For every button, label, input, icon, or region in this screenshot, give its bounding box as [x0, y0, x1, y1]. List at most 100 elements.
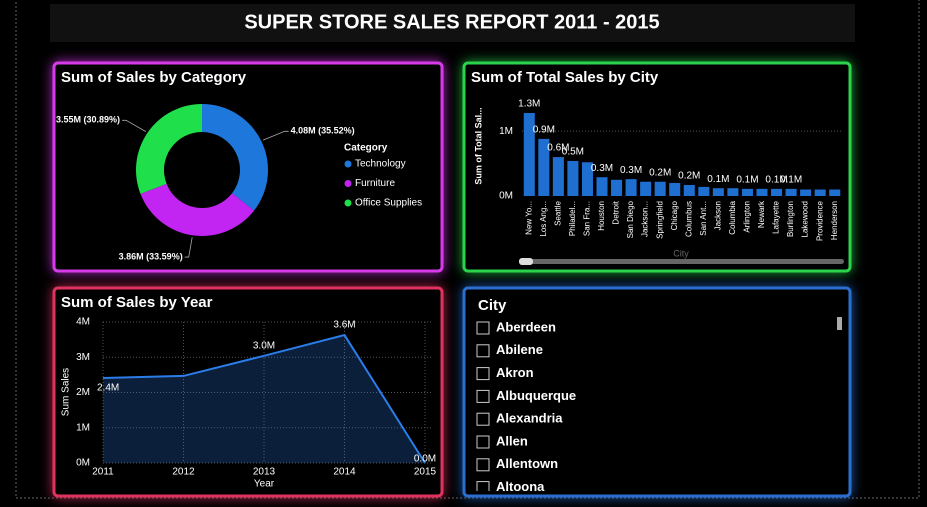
- bar: [552, 157, 564, 196]
- legend-label: Technology: [355, 159, 406, 170]
- x-tick-label: New Yo...: [524, 201, 533, 235]
- x-tick-label: Lakewood: [801, 201, 810, 237]
- bar: [814, 189, 826, 196]
- header-bg: [50, 4, 855, 42]
- bar: [654, 181, 666, 196]
- x-tick-label: 2013: [253, 467, 276, 478]
- x-tick-label: 2015: [414, 467, 437, 478]
- y-tick-label: 2M: [76, 387, 90, 398]
- x-tick-label: Henderson: [830, 201, 839, 240]
- area-line: [102, 333, 426, 464]
- bar: [567, 160, 579, 196]
- x-tick-label: Lafayette: [772, 200, 781, 233]
- y-tick-label: 3M: [76, 352, 90, 363]
- checkbox[interactable]: [476, 321, 490, 335]
- x-tick-label: 2012: [172, 467, 195, 478]
- x-tick-label: Philadel...: [568, 201, 577, 236]
- chart-title: Sum of Sales by Category: [61, 69, 247, 86]
- slicer-title: City: [478, 297, 507, 314]
- y-tick-label: 4M: [76, 317, 90, 328]
- report-title: SUPER STORE SALES REPORT 2011 - 2015: [244, 11, 659, 33]
- x-tick-label: Chicago: [670, 200, 679, 230]
- bar: [698, 186, 710, 196]
- data-label: 0.1M: [736, 175, 758, 186]
- data-label: 0.3M: [591, 163, 613, 174]
- x-tick-label: Arlington: [743, 201, 752, 233]
- data-label: 0.0M: [414, 454, 436, 465]
- x-tick-label: Houston: [597, 201, 606, 231]
- bar: [640, 181, 652, 196]
- legend-title: Category: [344, 143, 388, 154]
- data-label: 0.2M: [649, 167, 671, 178]
- chart-title: Sum of Total Sales by City: [471, 69, 659, 86]
- bar: [741, 188, 753, 196]
- bar: [800, 189, 812, 196]
- scrollbar-handle[interactable]: [519, 258, 533, 265]
- slicer-item[interactable]: Alexandria: [496, 411, 563, 426]
- bar: [611, 179, 623, 196]
- slicer-item[interactable]: Akron: [496, 365, 534, 380]
- y-tick-label: 1M: [499, 126, 513, 137]
- slicer-item[interactable]: Allen: [496, 433, 528, 448]
- data-label: 4.08M (35.52%): [291, 126, 355, 136]
- bar: [581, 162, 593, 196]
- data-label: 1.3M: [518, 99, 540, 110]
- x-tick-label: Columbia: [728, 200, 737, 234]
- x-tick-label: Springfield: [655, 201, 664, 239]
- leader-line: [184, 237, 193, 258]
- checkbox[interactable]: [476, 481, 490, 494]
- checkbox[interactable]: [476, 458, 490, 472]
- checkbox[interactable]: [476, 344, 490, 358]
- bar: [669, 183, 681, 196]
- x-tick-label: Detroit: [612, 200, 621, 224]
- leader-line: [122, 119, 147, 132]
- donut-slice: [202, 104, 269, 211]
- x-tick-label: Jackson...: [641, 201, 650, 237]
- data-label: 0.3M: [620, 165, 642, 176]
- data-label: 0.5M: [562, 147, 584, 158]
- data-label: 2.4M: [97, 383, 119, 394]
- slicer-item[interactable]: Aberdeen: [496, 319, 556, 334]
- data-label: 0.1M: [780, 175, 802, 186]
- bar: [712, 188, 724, 196]
- slicer-item[interactable]: Altoona: [496, 479, 545, 494]
- panel-slicer: [462, 286, 852, 498]
- x-tick-label: Columbus: [684, 201, 693, 237]
- legend-marker: [344, 180, 352, 187]
- data-label: 0.2M: [678, 171, 700, 182]
- data-label: 3.55M (30.89%): [56, 115, 120, 125]
- checkbox[interactable]: [476, 367, 490, 381]
- bar: [523, 112, 535, 196]
- legend-label: Furniture: [355, 178, 395, 189]
- bar: [538, 138, 550, 196]
- y-axis-title: Sum Sales: [61, 368, 72, 416]
- data-label: 0.6M: [547, 143, 569, 154]
- bar: [785, 188, 797, 196]
- x-axis-title: City: [673, 248, 689, 258]
- checkbox[interactable]: [476, 412, 490, 426]
- bar: [829, 189, 841, 196]
- slicer-item[interactable]: Albuquerque: [496, 388, 576, 403]
- x-tick-label: San Fra...: [583, 201, 592, 236]
- legend-marker: [344, 199, 352, 207]
- checkbox[interactable]: [476, 435, 490, 449]
- area-fill: [103, 335, 425, 463]
- donut-slice: [140, 183, 255, 237]
- x-tick-label: Seattle: [553, 200, 562, 225]
- bar: [727, 188, 739, 196]
- checkbox[interactable]: [476, 389, 490, 403]
- city-slicer: City Aberdeen Abilene Akron Albuquerque Alexa…: [476, 297, 842, 494]
- slicer-item[interactable]: Abilene: [496, 342, 543, 357]
- x-tick-label: San Diego: [626, 200, 635, 238]
- x-tick-label: Burlington: [786, 201, 795, 237]
- bar: [771, 188, 783, 196]
- bar: [625, 179, 637, 196]
- x-tick-label: Los Ang...: [539, 201, 548, 237]
- data-label: 3.6M: [333, 320, 355, 331]
- x-tick-label: Jackson: [713, 201, 722, 230]
- slicer-item[interactable]: Allentown: [496, 456, 558, 471]
- leader-line: [262, 130, 289, 141]
- slicer-scrollbar: [837, 317, 842, 330]
